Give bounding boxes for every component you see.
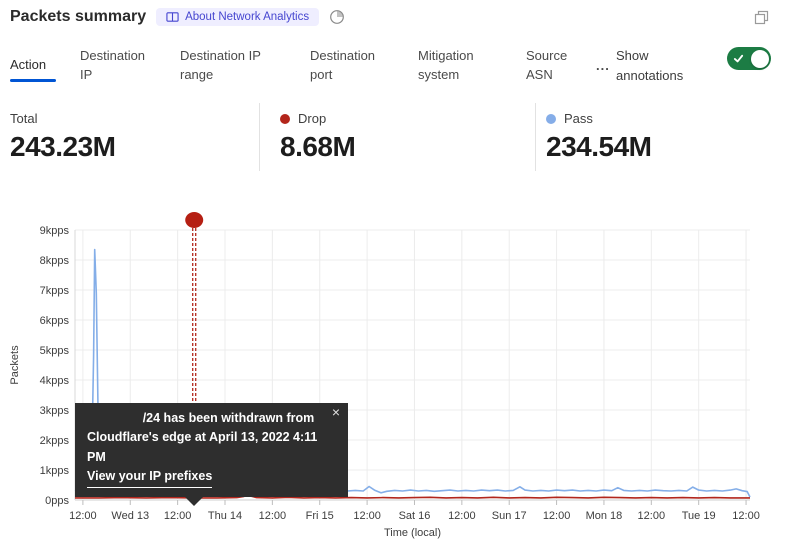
x-tick-label: 12:00 — [638, 510, 666, 522]
stat-drop: Drop 8.68M — [259, 103, 535, 171]
legend-drop[interactable]: Drop — [280, 111, 535, 126]
stat-total: Total 243.23M — [0, 103, 259, 171]
stat-label: Pass — [564, 111, 593, 126]
stat-label: Total — [10, 111, 38, 126]
clock-icon[interactable] — [329, 9, 345, 25]
x-tick-label: 12:00 — [259, 510, 287, 522]
y-axis-title: Packets — [9, 345, 21, 385]
y-tick-label: 4kpps — [40, 375, 70, 387]
annotation-tooltip: × /24 has been withdrawn from Cloudflare… — [75, 403, 348, 505]
y-tick-label: 8kpps — [40, 255, 70, 267]
x-tick-label: 12:00 — [732, 510, 760, 522]
legend-total[interactable]: Total — [10, 111, 259, 126]
x-tick-label: Tue 19 — [682, 510, 716, 522]
x-tick-label: 12:00 — [543, 510, 571, 522]
toggle-knob — [750, 49, 769, 68]
legend-dot-pass — [546, 113, 556, 124]
about-badge-label: About Network Analytics — [185, 11, 310, 23]
y-tick-label: 0pps — [45, 495, 69, 507]
tab-destination-ip[interactable]: Destination IP — [80, 47, 146, 83]
about-network-analytics-badge[interactable]: About Network Analytics — [156, 8, 320, 26]
show-annotations-label: Show annotations — [616, 48, 684, 84]
stat-value: 234.54M — [546, 131, 652, 162]
page-title: Packets summary — [10, 8, 147, 25]
tab-destination-port[interactable]: Destination port — [310, 47, 376, 83]
stat-value: 243.23M — [10, 131, 116, 162]
tab-action[interactable]: Action — [10, 55, 56, 82]
x-axis-title: Time (local) — [384, 527, 441, 539]
annotation-marker-dot[interactable] — [185, 212, 204, 228]
x-tick-label: Thu 14 — [208, 510, 242, 522]
x-tick-label: 12:00 — [164, 510, 192, 522]
show-annotations-toggle[interactable] — [727, 47, 771, 70]
x-tick-label: 12:00 — [69, 510, 97, 522]
tab-mitigation-system[interactable]: Mitigation system — [418, 47, 474, 83]
stat-pass: Pass 234.54M — [535, 103, 785, 171]
x-tick-label: 12:00 — [353, 510, 381, 522]
book-icon — [166, 11, 179, 23]
x-tick-label: Wed 13 — [111, 510, 149, 522]
packets-chart: 0pps 1kpps 2kpps 3kpps 4kpps 5kpps 6kpps 7kpps 8… — [9, 212, 760, 539]
check-icon — [733, 54, 744, 63]
legend-pass[interactable]: Pass — [546, 111, 785, 126]
view-ip-prefixes-link[interactable]: View your IP prefixes — [87, 467, 213, 488]
x-tick-label: Sun 17 — [492, 510, 527, 522]
stat-value: 8.68M — [280, 131, 356, 162]
x-tick-label: Sat 16 — [399, 510, 431, 522]
stats-row: Total 243.23M Drop 8.68M Pass 234.54M — [0, 103, 785, 171]
annotation-text-line2: Cloudflare's edge at April 13, 2022 4:11… — [87, 430, 318, 464]
y-tick-label: 6kpps — [40, 315, 70, 327]
y-tick-label: 2kpps — [40, 435, 70, 447]
series-line-drop — [75, 490, 750, 499]
tab-source-asn[interactable]: Source ASN — [526, 47, 568, 83]
annotation-text-line1: /24 has been withdrawn from — [142, 411, 315, 425]
x-tick-label: Fri 15 — [306, 510, 334, 522]
y-tick-label: 1kpps — [40, 465, 70, 477]
y-tick-label: 9kpps — [40, 225, 70, 237]
stat-label: Drop — [298, 111, 327, 126]
x-tick-label: Mon 18 — [586, 510, 623, 522]
tab-destination-ip-range[interactable]: Destination IP range — [180, 47, 261, 83]
close-icon[interactable]: × — [331, 404, 340, 420]
y-tick-label: 7kpps — [40, 285, 70, 297]
y-tick-label: 5kpps — [40, 345, 70, 357]
more-tabs-button[interactable]: ... — [590, 59, 616, 72]
header: Packets summary About Network Analytics — [10, 8, 345, 26]
legend-dot-drop — [280, 113, 290, 124]
x-tick-label: 12:00 — [448, 510, 476, 522]
popout-icon[interactable] — [754, 10, 769, 25]
dimension-tabs: Action Destination IP Destination IP range… — [10, 42, 608, 88]
y-tick-label: 3kpps — [40, 405, 70, 417]
